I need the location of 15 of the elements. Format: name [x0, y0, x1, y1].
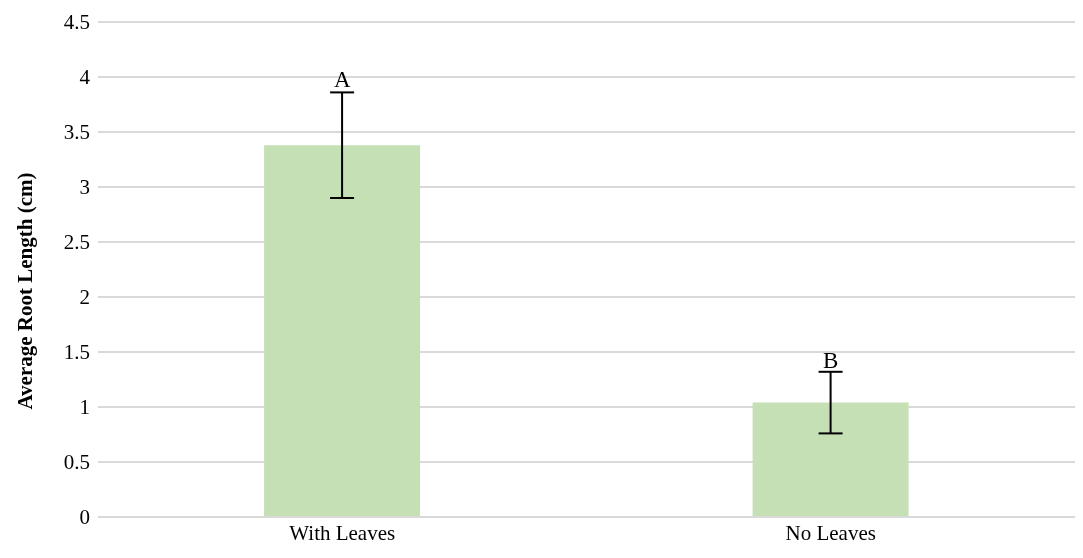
annotation: B	[823, 347, 839, 373]
y-tick-label: 3	[79, 175, 90, 200]
y-axis-title: Average Root Length (cm)	[13, 172, 38, 410]
x-tick-label: With Leaves	[289, 520, 396, 545]
y-tick-label: 3.5	[63, 120, 90, 145]
y-tick-label: 2	[79, 285, 90, 310]
y-tick-label: 0.5	[63, 450, 90, 475]
y-tick-label: 0	[79, 505, 90, 530]
y-tick-label: 2.5	[63, 230, 90, 255]
y-tick-label: 1	[79, 395, 90, 420]
annotation: A	[333, 67, 351, 93]
y-tick-label: 1.5	[63, 340, 90, 365]
y-tick-label: 4.5	[63, 10, 90, 35]
y-tick-label: 4	[79, 65, 91, 90]
x-tick-label: No Leaves	[785, 520, 876, 545]
